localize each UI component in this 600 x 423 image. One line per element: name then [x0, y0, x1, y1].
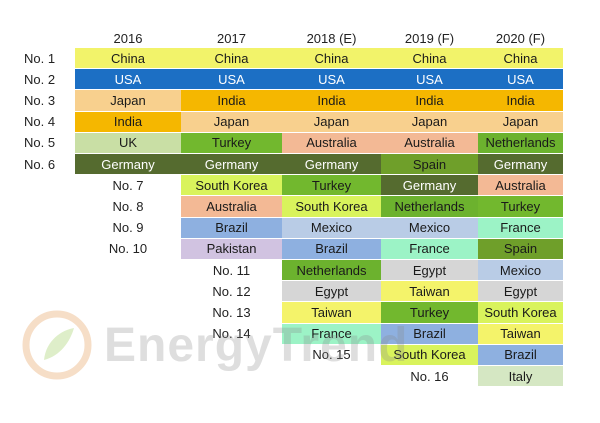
rank-label-12: No. 12 — [212, 283, 251, 299]
country-cell-2019-f-rank-3: India — [381, 90, 478, 111]
country-cell-2019-f-rank-8: Netherlands — [381, 196, 478, 217]
country-cell-2019-f-rank-15: South Korea — [381, 344, 478, 365]
country-cell-2020-f-rank-14: Taiwan — [478, 323, 563, 344]
country-cell-2020-f-rank-15: Brazil — [478, 344, 563, 365]
country-cell-2018-e-rank-10: Brazil — [282, 238, 381, 259]
country-cell-2020-f-rank-3: India — [478, 90, 563, 111]
country-cell-2018-e-rank-4: Japan — [282, 111, 381, 132]
rank-label-8: No. 8 — [112, 198, 144, 214]
country-cell-2016-rank-6: Germany — [75, 154, 181, 175]
country-cell-2020-f-rank-10: Spain — [478, 238, 563, 259]
country-cell-2018-e-rank-14: France — [282, 323, 381, 344]
country-cell-2017-rank-3: India — [181, 90, 282, 111]
country-cell-2020-f-rank-13: South Korea — [478, 302, 563, 323]
country-cell-2020-f-rank-9: France — [478, 217, 563, 238]
country-cell-2018-e-rank-12: Egypt — [282, 281, 381, 302]
country-cell-2018-e-rank-1: China — [282, 48, 381, 69]
country-cell-2016-rank-2: USA — [75, 69, 181, 90]
rank-label-11: No. 11 — [212, 262, 251, 278]
country-cell-2018-e-rank-8: South Korea — [282, 196, 381, 217]
rank-label-9: No. 9 — [112, 220, 144, 236]
country-cell-2018-e-rank-3: India — [282, 90, 381, 111]
country-cell-2020-f-rank-4: Japan — [478, 111, 563, 132]
energytrend-logo-icon — [22, 310, 92, 380]
country-cell-2018-e-rank-2: USA — [282, 69, 381, 90]
country-cell-2017-rank-9: Brazil — [181, 217, 282, 238]
country-cell-2018-e-rank-11: Netherlands — [282, 260, 381, 281]
country-cell-2019-f-rank-9: Mexico — [381, 217, 478, 238]
energytrend-watermark: EnergyTrend — [22, 304, 407, 384]
year-header-2019-f: 2019 (F) — [404, 30, 455, 46]
country-cell-2017-rank-2: USA — [181, 69, 282, 90]
rank-label-14: No. 14 — [212, 326, 251, 342]
country-cell-2020-f-rank-16: Italy — [478, 366, 563, 387]
rank-label-10: No. 10 — [108, 241, 148, 257]
country-cell-2020-f-rank-2: USA — [478, 69, 563, 90]
year-header-2018-e: 2018 (E) — [306, 30, 357, 46]
country-cell-2020-f-rank-6: Germany — [478, 154, 563, 175]
rank-label-6: No. 6 — [24, 156, 56, 172]
country-cell-2016-rank-5: UK — [75, 132, 181, 153]
country-cell-2016-rank-4: India — [75, 111, 181, 132]
country-cell-2019-f-rank-13: Turkey — [381, 302, 478, 323]
country-cell-2020-f-rank-12: Egypt — [478, 281, 563, 302]
country-cell-2020-f-rank-5: Netherlands — [478, 132, 563, 153]
country-cell-2018-e-rank-7: Turkey — [282, 175, 381, 196]
year-header-2020-f: 2020 (F) — [495, 30, 546, 46]
country-cell-2018-e-rank-13: Taiwan — [282, 302, 381, 323]
country-cell-2019-f-rank-4: Japan — [381, 111, 478, 132]
country-cell-2018-e-rank-6: Germany — [282, 154, 381, 175]
country-cell-2019-f-rank-2: USA — [381, 69, 478, 90]
country-cell-2019-f-rank-1: China — [381, 48, 478, 69]
rank-label-13: No. 13 — [212, 304, 251, 320]
country-cell-2017-rank-7: South Korea — [181, 175, 282, 196]
country-cell-2016-rank-3: Japan — [75, 90, 181, 111]
country-cell-2017-rank-10: Pakistan — [181, 238, 282, 259]
country-cell-2020-f-rank-7: Australia — [478, 175, 563, 196]
country-cell-2017-rank-8: Australia — [181, 196, 282, 217]
country-cell-2019-f-rank-11: Egypt — [381, 260, 478, 281]
country-cell-2019-f-rank-6: Spain — [381, 154, 478, 175]
country-cell-2020-f-rank-11: Mexico — [478, 260, 563, 281]
rank-label-4: No. 4 — [24, 114, 56, 130]
year-header-2017: 2017 — [217, 30, 246, 46]
year-header-2016: 2016 — [113, 30, 143, 46]
rank-label-5: No. 5 — [24, 135, 56, 151]
country-cell-2019-f-rank-12: Taiwan — [381, 281, 478, 302]
country-cell-2020-f-rank-8: Turkey — [478, 196, 563, 217]
country-cell-2016-rank-1: China — [75, 48, 181, 69]
rank-label-1: No. 1 — [24, 50, 56, 66]
rank-label-7: No. 7 — [112, 177, 144, 193]
country-cell-2017-rank-4: Japan — [181, 111, 282, 132]
country-cell-2019-f-rank-7: Germany — [381, 175, 478, 196]
rank-label-2: No. 2 — [24, 71, 56, 87]
country-cell-2017-rank-1: China — [181, 48, 282, 69]
country-cell-2018-e-rank-5: Australia — [282, 132, 381, 153]
country-cell-2018-e-rank-9: Mexico — [282, 217, 381, 238]
country-cell-2019-f-rank-14: Brazil — [381, 323, 478, 344]
rank-label-3: No. 3 — [24, 92, 56, 108]
country-cell-2017-rank-6: Germany — [181, 154, 282, 175]
country-cell-2020-f-rank-1: China — [478, 48, 563, 69]
country-cell-2019-f-rank-5: Australia — [381, 132, 478, 153]
rank-label-16: No. 16 — [410, 368, 449, 384]
rank-label-15: No. 15 — [312, 347, 351, 363]
watermark-text: EnergyTrend — [104, 319, 409, 372]
country-cell-2019-f-rank-10: France — [381, 238, 478, 259]
country-cell-2017-rank-5: Turkey — [181, 132, 282, 153]
